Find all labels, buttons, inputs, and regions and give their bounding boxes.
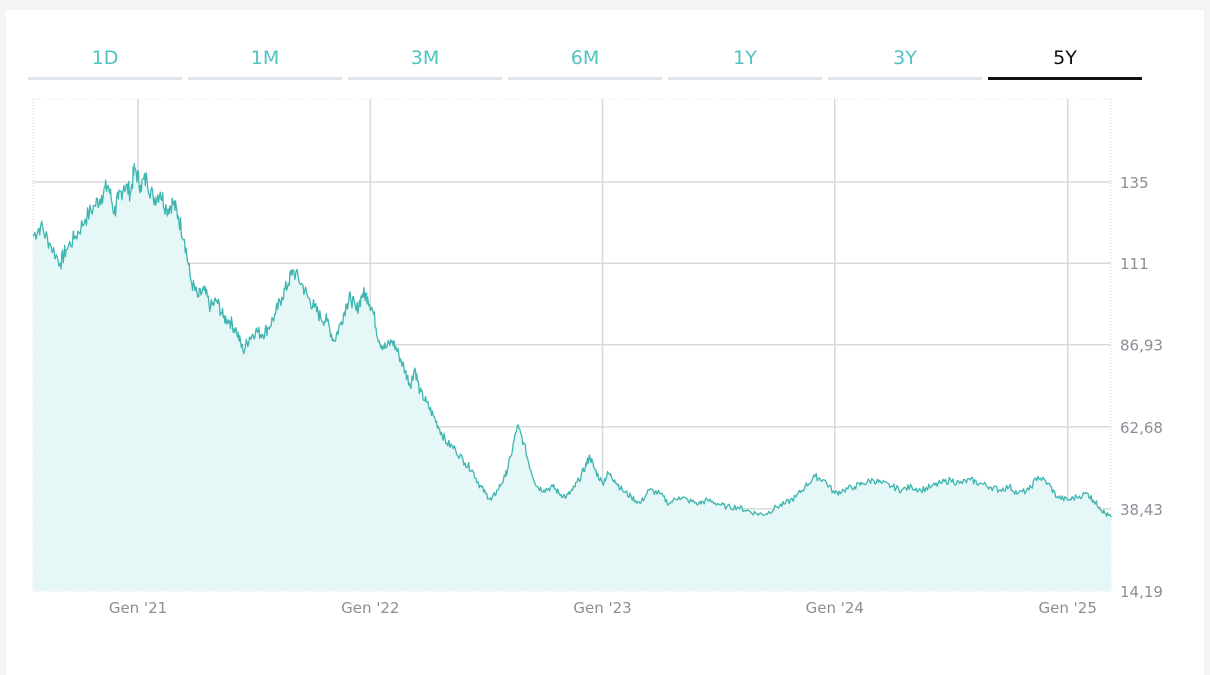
tab-5y[interactable]: 5Y [988,38,1142,80]
x-tick-label: Gen '21 [109,599,167,617]
x-tick-label: Gen '24 [806,599,864,617]
x-tick-label: Gen '25 [1039,599,1097,617]
tab-1d[interactable]: 1D [28,38,182,80]
area-layer [32,163,1112,591]
tab-1y[interactable]: 1Y [668,38,822,80]
y-tick-label: 62,68 [1120,419,1163,437]
tab-3y[interactable]: 3Y [828,38,982,80]
x-tick-label: Gen '23 [573,599,631,617]
tab-1m[interactable]: 1M [188,38,342,80]
y-tick-label: 86,93 [1120,337,1163,355]
y-tick-label: 135 [1120,174,1149,192]
series-area-fill [33,163,1111,591]
y-tick-label: 111 [1120,255,1149,273]
range-tabs: 1D 1M 3M 6M 1Y 3Y 5Y [28,38,1150,80]
tab-6m[interactable]: 6M [508,38,662,80]
tab-3m[interactable]: 3M [348,38,502,80]
x-tick-label: Gen '22 [341,599,399,617]
y-tick-label: 14,19 [1120,583,1163,601]
tick-layer: 135 111 86,93 62,68 38,43 14,19 Gen '21 Gen '22… [109,174,1163,617]
y-tick-label: 38,43 [1120,501,1163,519]
series-line [32,163,1112,518]
